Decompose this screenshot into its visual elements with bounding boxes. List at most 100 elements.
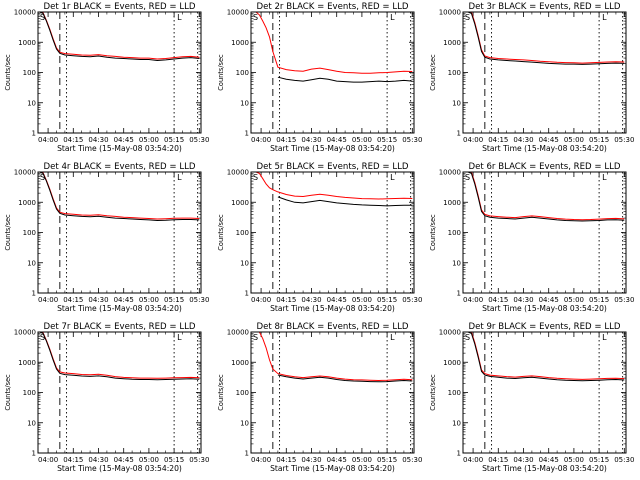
x-tick-label: 05:30	[402, 456, 422, 464]
series-line-lld	[39, 172, 200, 220]
chart-panel: Det 8r BLACK = Events, RED = LLD 1 10 100 10…	[217, 322, 422, 473]
y-tick-label: 10	[452, 99, 461, 107]
y-tick-label: 100	[448, 389, 461, 397]
series-group	[39, 332, 200, 381]
y-tick-label: 10	[452, 419, 461, 427]
chart-panel: Det 2r BLACK = Events, RED = LLD 1 10 100 10…	[217, 2, 422, 153]
y-tick-label: 10000	[14, 9, 36, 17]
y-tick-label: 10	[240, 99, 249, 107]
x-tick-label: 05:15	[377, 136, 397, 144]
x-tick-label: 04:15	[276, 296, 296, 304]
y-tick-label: 10000	[439, 9, 461, 17]
corner-mark-s: S	[253, 173, 258, 182]
x-tick-label: 05:00	[139, 456, 159, 464]
y-tick-label: 10000	[227, 329, 249, 337]
x-tick-label: 04:45	[327, 296, 347, 304]
x-tick-label: 05:30	[402, 136, 422, 144]
y-tick-label: 1	[457, 130, 461, 138]
x-tick-label: 04:00	[251, 136, 271, 144]
x-tick-label: 05:00	[564, 296, 584, 304]
chart-title: Det 8r BLACK = Events, RED = LLD	[256, 322, 408, 332]
corner-mark-s: S	[253, 13, 258, 22]
chart-panel: Det 3r BLACK = Events, RED = LLD 1 10 100 10…	[429, 2, 634, 153]
y-tick-label: 1000	[443, 199, 461, 207]
x-tick-label: 04:30	[301, 296, 321, 304]
y-tick-label: 100	[23, 69, 36, 77]
corner-mark-s: S	[465, 333, 470, 342]
series-line-lld	[464, 12, 625, 64]
corner-mark-l: L	[390, 173, 395, 182]
y-tick-label: 10000	[439, 169, 461, 177]
x-axis-label: Start Time (15-May-08 03:54:20)	[482, 304, 607, 313]
corner-mark-l: L	[177, 333, 182, 342]
x-tick-label: 04:15	[63, 136, 83, 144]
x-tick-label: 04:00	[251, 296, 271, 304]
y-tick-label: 1	[32, 450, 36, 458]
x-tick-label: 04:15	[276, 136, 296, 144]
y-tick-label: 100	[23, 389, 36, 397]
series-line-events	[464, 172, 625, 222]
y-tick-label: 10	[240, 259, 249, 267]
x-tick-label: 05:15	[164, 456, 184, 464]
x-tick-label: 05:00	[352, 456, 372, 464]
x-axis-label: Start Time (15-May-08 03:54:20)	[270, 304, 395, 313]
chart-title: Det 3r BLACK = Events, RED = LLD	[468, 2, 620, 12]
chart-panel: Det 9r BLACK = Events, RED = LLD 1 10 100 10…	[429, 322, 634, 473]
corner-mark-s: S	[465, 13, 470, 22]
x-tick-label: 04:45	[539, 456, 559, 464]
series-line-lld	[464, 172, 625, 221]
series-line-events	[277, 196, 413, 207]
y-tick-label: 1	[32, 290, 36, 298]
x-tick-label: 04:30	[301, 456, 321, 464]
x-tick-label: 05:15	[164, 296, 184, 304]
series-line-events	[464, 332, 625, 382]
x-tick-label: 04:00	[251, 456, 271, 464]
y-axis-label: Counts/sec	[429, 54, 437, 91]
plot-frame	[462, 171, 627, 294]
x-tick-label: 04:15	[488, 136, 508, 144]
corner-mark-l: L	[390, 333, 395, 342]
y-tick-label: 1000	[231, 359, 249, 367]
y-tick-label: 1	[245, 290, 249, 298]
x-axis-label: Start Time (15-May-08 03:54:20)	[57, 304, 182, 313]
y-axis-label: Counts/sec	[429, 214, 437, 251]
plot-frame	[462, 11, 627, 134]
series-group	[464, 332, 625, 382]
x-tick-label: 05:15	[377, 456, 397, 464]
x-axis-label: Start Time (15-May-08 03:54:20)	[57, 464, 182, 473]
x-tick-label: 05:00	[139, 296, 159, 304]
y-tick-label: 10000	[14, 329, 36, 337]
chart-panel: Det 1r BLACK = Events, RED = LLD 1 10 100 10…	[4, 2, 209, 153]
x-tick-label: 05:30	[189, 296, 209, 304]
corner-mark-s: S	[465, 173, 470, 182]
x-tick-label: 04:30	[301, 136, 321, 144]
y-tick-label: 1000	[18, 199, 36, 207]
y-tick-label: 10	[27, 99, 36, 107]
corner-mark-l: L	[602, 173, 607, 182]
x-tick-label: 04:45	[539, 136, 559, 144]
x-tick-label: 04:30	[88, 296, 108, 304]
plot-frame	[37, 331, 202, 454]
chart-title: Det 7r BLACK = Events, RED = LLD	[43, 322, 195, 332]
x-tick-label: 05:00	[352, 296, 372, 304]
series-line-events	[39, 332, 200, 381]
corner-mark-s: S	[40, 333, 45, 342]
x-tick-label: 04:15	[488, 296, 508, 304]
chart-panel: Det 6r BLACK = Events, RED = LLD 1 10 100 10…	[429, 162, 634, 313]
chart-panel: Det 4r BLACK = Events, RED = LLD 1 10 100 10…	[4, 162, 209, 313]
plot-frame	[250, 331, 415, 454]
corner-mark-l: L	[602, 13, 607, 22]
x-tick-label: 05:15	[589, 136, 609, 144]
series-line-events	[39, 172, 200, 222]
y-tick-label: 1	[32, 130, 36, 138]
series-line-lld	[464, 332, 625, 380]
x-tick-label: 04:15	[63, 456, 83, 464]
chart-title: Det 4r BLACK = Events, RED = LLD	[43, 162, 195, 172]
x-tick-label: 04:45	[114, 456, 134, 464]
x-tick-label: 04:00	[38, 136, 58, 144]
x-tick-label: 04:30	[513, 456, 533, 464]
x-tick-label: 05:00	[352, 136, 372, 144]
y-axis-label: Counts/sec	[4, 54, 12, 91]
plot-frame	[37, 171, 202, 294]
series-line-events	[464, 12, 625, 65]
